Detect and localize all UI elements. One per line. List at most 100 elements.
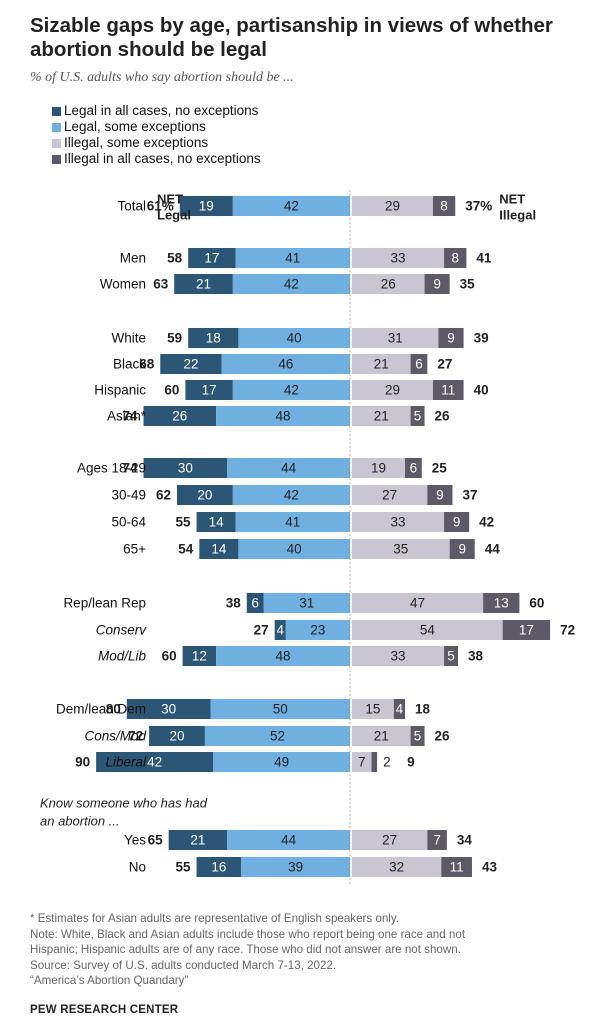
bar-legal-some <box>238 328 350 348</box>
bar-legal-some <box>235 512 350 532</box>
net-illegal-value: 41 <box>476 251 492 266</box>
bar-legal-all <box>143 406 217 426</box>
bar-legal-all <box>126 699 211 719</box>
bar-illegal-all <box>444 248 467 268</box>
bar-illegal-all <box>371 752 378 772</box>
data-label-illegal-all: 6 <box>410 461 418 476</box>
data-label-legal-some: 42 <box>284 277 299 292</box>
row-label: Dem/lean Dem <box>56 702 146 717</box>
row-label: Women <box>100 277 146 292</box>
row-label: White <box>111 331 146 346</box>
data-label-illegal-all: 9 <box>447 331 455 346</box>
net-illegal-header-line: NET <box>499 192 525 207</box>
data-label-illegal-all: 7 <box>433 833 441 848</box>
row-label: Black <box>113 357 146 372</box>
bar-legal-all <box>174 274 233 294</box>
bar-illegal-some <box>352 248 445 268</box>
net-illegal-value: 37% <box>465 199 492 214</box>
bar-illegal-some <box>352 406 411 426</box>
bar-legal-all <box>199 539 239 559</box>
bar-legal-all <box>179 196 233 216</box>
data-label-legal-all: 14 <box>211 542 227 557</box>
chart-subtitle: % of U.S. adults who say abortion should… <box>30 70 294 85</box>
bar-legal-some <box>213 752 350 772</box>
net-legal-header-line: Legal <box>157 208 191 223</box>
bar-illegal-some <box>352 646 445 666</box>
data-label-legal-all: 26 <box>172 409 187 424</box>
row-label: Conserv <box>96 623 148 638</box>
data-label-illegal-all: 2 <box>383 755 391 770</box>
net-illegal-value: 38 <box>468 649 484 664</box>
net-legal-value: 54 <box>178 542 194 557</box>
row-label: Cons/Mod <box>84 729 146 744</box>
bar-legal-some <box>210 699 350 719</box>
row-label: Rep/lean Rep <box>63 596 146 611</box>
data-label-legal-all: 16 <box>211 860 226 875</box>
data-label-illegal-some: 27 <box>382 488 397 503</box>
net-legal-value: 74 <box>123 409 139 424</box>
data-label-legal-all: 42 <box>147 755 162 770</box>
bar-legal-all <box>160 354 222 374</box>
data-label-illegal-all: 5 <box>414 729 422 744</box>
data-label-legal-all: 20 <box>170 729 185 744</box>
bar-legal-all <box>143 458 228 478</box>
footnote-line: Source: Survey of U.S. adults conducted … <box>30 958 337 972</box>
data-label-illegal-some: 7 <box>358 755 366 770</box>
bar-legal-some <box>227 458 350 478</box>
footnote-line: Hispanic; Hispanic adults are of any rac… <box>30 943 461 956</box>
row-label: Yes <box>124 833 146 848</box>
data-label-legal-some: 39 <box>288 860 303 875</box>
net-legal-value: 38 <box>226 596 242 611</box>
bar-legal-some <box>227 830 350 850</box>
bar-illegal-all <box>444 512 470 532</box>
bar-legal-some <box>232 274 350 294</box>
data-label-illegal-some: 21 <box>374 409 389 424</box>
data-label-legal-all: 21 <box>196 277 211 292</box>
data-label-legal-all: 17 <box>202 383 217 398</box>
bar-illegal-some <box>352 539 450 559</box>
data-label-legal-all: 12 <box>192 649 207 664</box>
bar-legal-some <box>216 646 350 666</box>
bar-illegal-all <box>438 328 464 348</box>
data-label-illegal-all: 9 <box>458 542 466 557</box>
data-label-illegal-all: 9 <box>436 488 444 503</box>
net-legal-header-line: NET <box>157 192 183 207</box>
data-label-legal-all: 21 <box>190 833 205 848</box>
data-label-illegal-all: 6 <box>415 357 423 372</box>
bar-illegal-all <box>432 380 464 400</box>
bar-legal-all <box>149 726 205 746</box>
data-label-illegal-some: 32 <box>389 860 404 875</box>
data-label-legal-all: 20 <box>197 488 212 503</box>
net-illegal-value: 25 <box>432 461 448 476</box>
bar-illegal-all <box>427 830 447 850</box>
row-label: Mod/Lib <box>98 649 147 664</box>
bar-legal-all <box>188 248 236 268</box>
row-label: 50-64 <box>111 515 146 530</box>
bar-illegal-some <box>352 274 425 294</box>
bar-legal-all <box>185 380 233 400</box>
data-label-legal-all: 14 <box>209 515 225 530</box>
legend-label: Illegal in all cases, no exceptions <box>64 151 261 166</box>
data-label-legal-all: 4 <box>276 623 284 638</box>
net-illegal-value: 27 <box>437 357 452 372</box>
bar-legal-some <box>241 857 350 877</box>
legend-swatch <box>52 123 61 132</box>
bar-illegal-all <box>502 620 551 640</box>
row-label: 65+ <box>123 542 146 557</box>
data-label-illegal-some: 31 <box>388 331 403 346</box>
data-label-illegal-some: 29 <box>385 199 400 214</box>
data-label-legal-some: 46 <box>278 357 293 372</box>
net-illegal-value: 43 <box>482 860 498 875</box>
net-illegal-value: 72 <box>560 623 575 638</box>
net-illegal-value: 35 <box>460 277 476 292</box>
bar-legal-all <box>182 646 217 666</box>
bar-illegal-all <box>432 196 456 216</box>
bar-illegal-some <box>352 485 428 505</box>
data-label-legal-some: 44 <box>281 833 297 848</box>
net-legal-value: 65 <box>148 833 164 848</box>
data-label-illegal-some: 47 <box>410 596 425 611</box>
data-label-legal-some: 48 <box>276 409 291 424</box>
bar-legal-some <box>285 620 350 640</box>
row-label: Men <box>120 251 146 266</box>
